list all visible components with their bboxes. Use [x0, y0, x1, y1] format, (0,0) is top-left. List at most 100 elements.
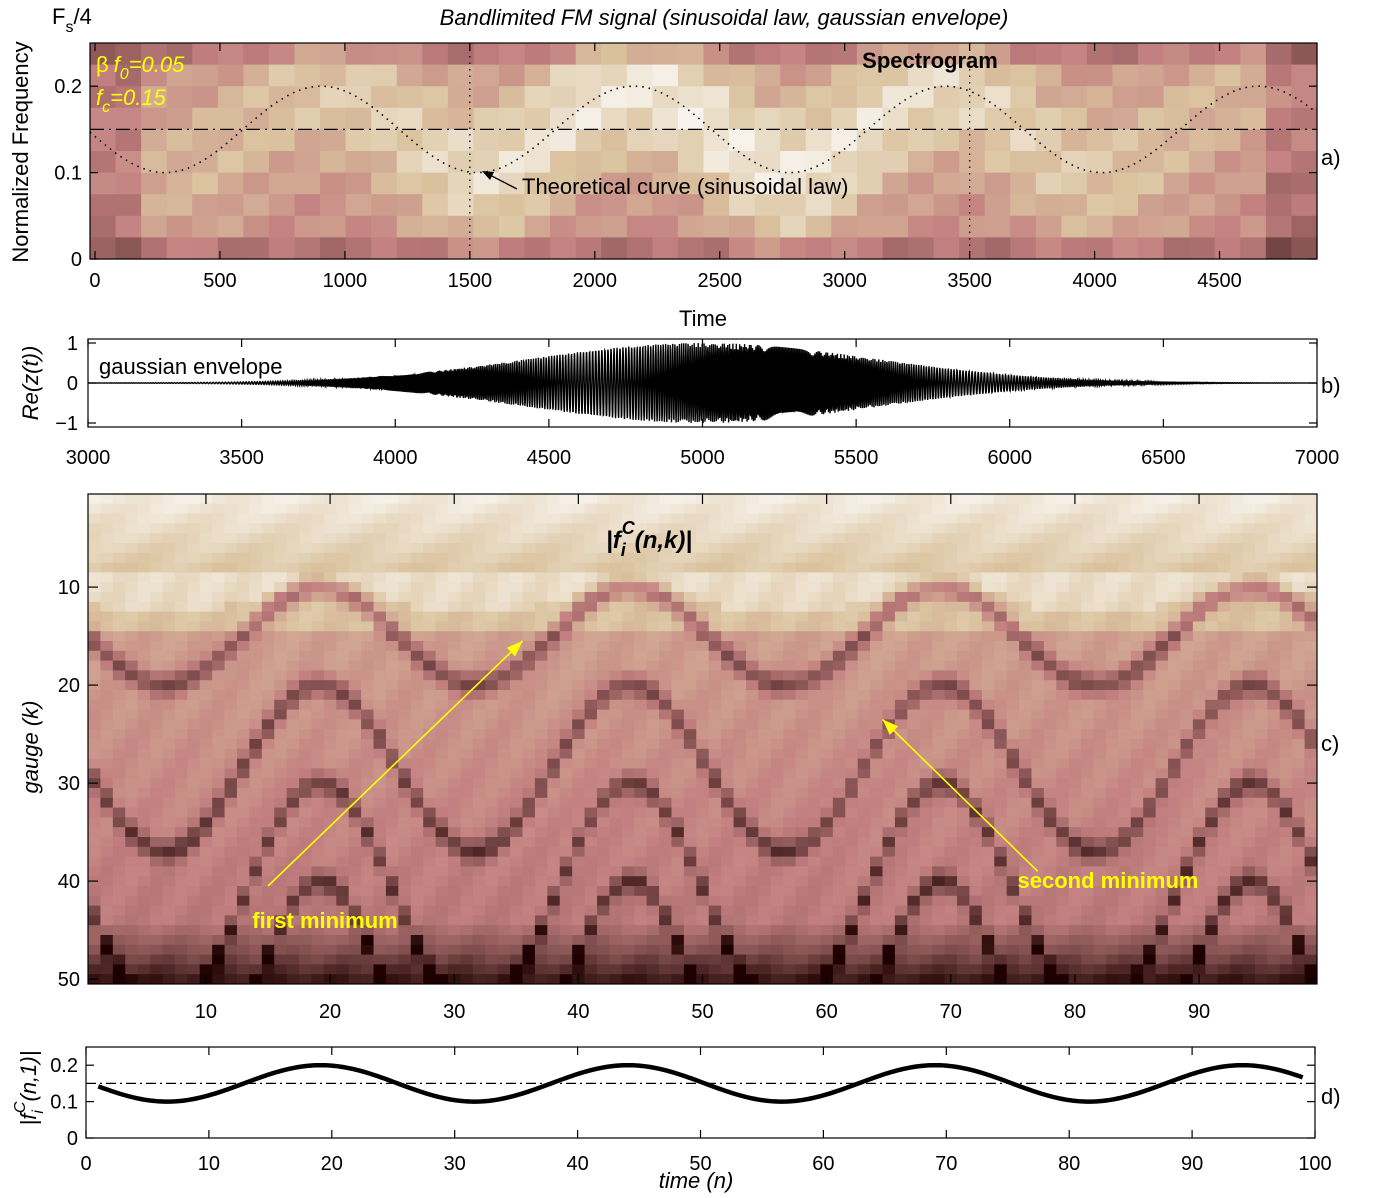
spectro-cell: [1240, 215, 1267, 238]
gauge-cell: [832, 690, 846, 701]
gauge-cell: [460, 543, 474, 554]
spectro-cell: [422, 43, 449, 66]
gauge-cell: [547, 739, 561, 750]
fs-sub: s: [65, 19, 73, 36]
gauge-cell: [224, 817, 238, 828]
gauge-cell: [956, 846, 970, 858]
gauge-cell: [1118, 827, 1132, 838]
gauge-cell: [621, 641, 635, 652]
spectro-cell: [1138, 86, 1165, 109]
gauge-cell: [137, 631, 151, 642]
gauge-cell: [1242, 729, 1256, 740]
gauge-cell: [733, 856, 747, 867]
gauge-cell: [162, 915, 176, 926]
gauge-cell: [1006, 631, 1020, 642]
gauge-cell: [820, 543, 834, 554]
gauge-cell: [1242, 886, 1256, 897]
gauge-cell: [857, 866, 871, 877]
gauge-cell: [1242, 513, 1256, 524]
gauge-cell: [584, 552, 598, 564]
gauge-cell: [1292, 494, 1306, 505]
gauge-cell: [919, 758, 933, 769]
gauge-cell: [1105, 876, 1119, 887]
gauge-cell: [559, 582, 573, 593]
gauge-cell: [1105, 494, 1119, 505]
gauge-cell: [1081, 670, 1095, 681]
gauge-cell: [919, 513, 933, 524]
gauge-cell: [1130, 856, 1144, 867]
gauge-cell: [460, 494, 474, 505]
gauge-cell: [1242, 543, 1256, 554]
gauge-cell: [770, 513, 784, 524]
gauge-cell: [125, 837, 139, 848]
gauge-cell: [783, 552, 797, 564]
gauge-cell: [1192, 846, 1206, 858]
gauge-cell: [336, 807, 350, 818]
gauge-cell: [1068, 513, 1082, 524]
spectro-cell: [754, 237, 781, 260]
gauge-cell: [820, 660, 834, 671]
gauge-cell: [559, 513, 573, 524]
gauge-cell: [944, 533, 958, 544]
gauge-cell: [621, 572, 635, 583]
gauge-cell: [969, 543, 983, 554]
gauge-cell: [733, 915, 747, 926]
gauge-cell: [1143, 582, 1157, 593]
panel-a: 0 500 1000 1500 2000 2500 3000 3500 4000 450000.1…: [8, 4, 1341, 331]
gauge-cell: [584, 572, 598, 583]
gauge-cell: [721, 837, 735, 848]
gauge-cell: [522, 641, 536, 652]
gauge-cell: [882, 699, 896, 711]
gauge-cell: [249, 817, 263, 828]
gauge-cell: [870, 739, 883, 750]
gauge-cell: [311, 807, 325, 818]
gauge-cell: [956, 837, 970, 848]
gauge-cell: [236, 748, 250, 760]
gauge-cell: [1019, 543, 1032, 554]
gauge-cell: [969, 494, 983, 505]
gauge-cell: [299, 572, 312, 583]
gauge-cell: [398, 611, 412, 622]
gauge-cell: [1192, 807, 1206, 818]
gauge-cell: [1056, 739, 1070, 750]
gauge-cell: [596, 562, 610, 573]
gauge-cell: [88, 533, 101, 544]
gauge-cell: [174, 670, 188, 681]
gauge-cell: [646, 582, 660, 593]
gauge-cell: [745, 533, 759, 544]
gauge-cell: [88, 807, 101, 818]
gauge-cell: [1180, 837, 1194, 848]
gauge-cell: [572, 572, 586, 583]
gauge-cell: [969, 611, 983, 622]
gauge-cell: [485, 690, 499, 701]
spectro-cell: [447, 151, 475, 174]
gauge-cell: [1205, 543, 1219, 554]
gauge-cell: [497, 827, 511, 838]
gauge-cell: [584, 807, 598, 818]
gauge-cell: [894, 670, 908, 681]
gauge-cell: [758, 788, 772, 799]
gauge-cell: [547, 641, 561, 652]
gauge-cell: [808, 729, 821, 740]
gauge-cell: [286, 670, 300, 681]
gauge-cell: [894, 758, 908, 769]
gauge-cell: [510, 846, 523, 858]
gauge-cell: [994, 611, 1008, 622]
gauge-cell: [857, 641, 871, 652]
gauge-cell: [336, 543, 350, 554]
gauge-cell: [249, 709, 263, 720]
gauge-cell: [323, 543, 337, 554]
gauge-cell: [1254, 680, 1268, 691]
gauge-cell: [1230, 533, 1244, 544]
gauge-cell: [609, 621, 623, 632]
spectro-cell: [422, 237, 449, 260]
gauge-cell: [199, 660, 213, 671]
gauge-cell: [870, 856, 883, 867]
gauge-cell: [348, 650, 362, 662]
gauge-cell: [435, 572, 449, 583]
gauge-cell: [584, 601, 598, 613]
gauge-cell: [671, 690, 685, 701]
gauge-cell: [1031, 846, 1045, 858]
gauge-cell: [547, 895, 561, 907]
gauge-cell: [572, 846, 586, 858]
